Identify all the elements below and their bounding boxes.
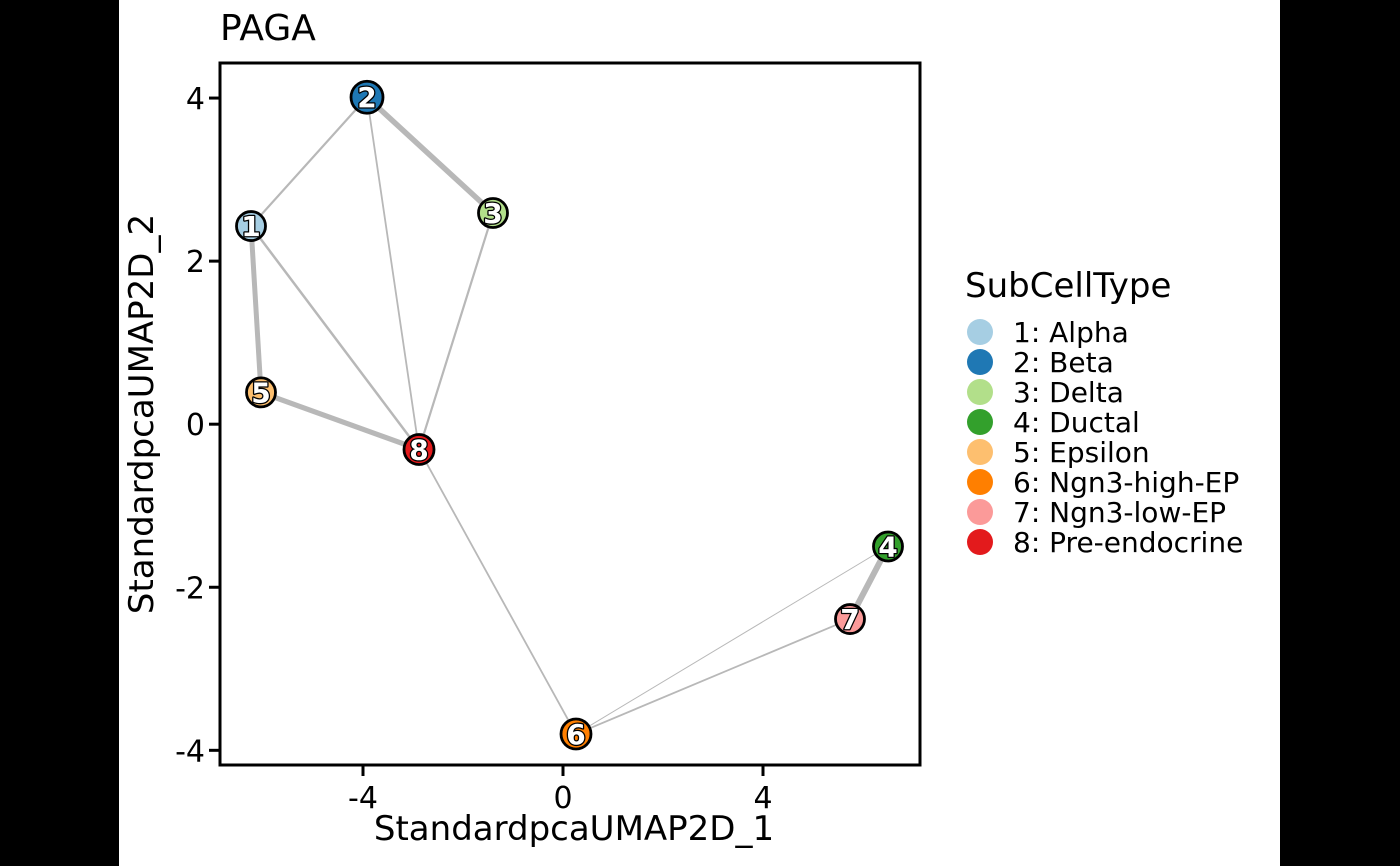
paga-node-label-3: 3 [483, 197, 502, 230]
legend-swatch-icon [967, 439, 993, 465]
paga-edge-6-8 [418, 448, 577, 735]
paga-node-4: 4 [872, 529, 904, 565]
legend-swatch-icon [967, 349, 993, 375]
paga-edge-4-6 [575, 545, 889, 735]
legend-item: 4: Ductal [965, 405, 1243, 439]
legend-item-label: 5: Epsilon [1013, 435, 1150, 469]
y-tick-label: 0 [186, 408, 205, 443]
paga-edge-1-8 [249, 224, 421, 451]
legend-swatch-icon [967, 319, 993, 345]
paga-edge-5-8 [258, 389, 422, 453]
paga-node-label-6: 6 [566, 718, 585, 751]
paga-node-circle-8 [402, 433, 436, 466]
paga-edge-1-5 [248, 223, 264, 395]
plot-frame [218, 61, 922, 767]
paga-node-circle-3 [477, 197, 509, 229]
legend-swatch-icon [967, 529, 993, 555]
legend-title: SubCellType [965, 266, 1172, 306]
paga-node-label-5: 5 [251, 376, 270, 409]
legend-item-label: 4: Ductal [1013, 405, 1140, 439]
paga-edge-6-7 [575, 618, 851, 735]
y-tick-label: 2 [186, 245, 205, 280]
legend-swatch-icon [967, 469, 993, 495]
y-tick-label: 4 [186, 82, 205, 117]
paga-edge-3-8 [417, 211, 495, 451]
paga-node-label-4: 4 [878, 530, 897, 563]
legend-item-label: 3: Delta [1013, 375, 1124, 409]
paga-node-label-2: 2 [357, 81, 376, 114]
figure-canvas: -4 0 4 4 2 0 -2 -4 1 2 3 4 5 6 7 8 PAGA StandardpcaUM… [119, 0, 1280, 866]
paga-node-3: 3 [477, 196, 509, 231]
paga-node-circle-6 [559, 717, 593, 751]
paga-node-6: 6 [559, 717, 593, 752]
x-axis-ticks: -4 0 4 [348, 765, 773, 816]
legend-items: 1: Alpha 2: Beta 3: Delta 4: Ductal 5: Epsil… [965, 315, 1244, 559]
paga-node-label-8: 8 [409, 433, 428, 466]
legend-swatch-icon [967, 379, 993, 405]
legend-item-label: 8: Pre-endocrine [1013, 525, 1244, 559]
y-tick-label: -2 [175, 571, 205, 606]
legend-item: 1: Alpha [965, 315, 1243, 349]
paga-plot: -4 0 4 4 2 0 -2 -4 1 2 3 4 5 6 7 8 PAGA StandardpcaUM… [122, 8, 922, 849]
paga-node-8: 8 [402, 432, 436, 468]
legend-item-label: 2: Beta [1013, 345, 1114, 379]
legend-item: 2: Beta [965, 345, 1243, 379]
y-axis-ticks: 4 2 0 -2 -4 [175, 82, 220, 769]
paga-node-1: 1 [235, 209, 267, 244]
paga-edge-2-3 [364, 94, 496, 216]
legend-item: 8: Pre-endocrine [965, 525, 1244, 559]
x-axis-label: StandardpcaUMAP2D_1 [374, 809, 774, 849]
paga-node-circle-1 [235, 210, 267, 242]
paga-node-circle-7 [834, 603, 866, 635]
legend-swatch-icon [967, 499, 993, 525]
legend: SubCellType 1: Alpha 2: Beta 3: Delta 4: Du… [965, 266, 1244, 559]
legend-swatch-icon [967, 409, 993, 435]
legend-item-label: 1: Alpha [1013, 315, 1129, 349]
legend-item: 6: Ngn3-high-EP [965, 465, 1243, 499]
legend-item: 7: Ngn3-low-EP [965, 495, 1243, 529]
paga-node-circle-5 [245, 376, 277, 409]
x-tick-label: 0 [553, 781, 572, 816]
paga-node-2: 2 [349, 79, 385, 116]
paga-node-label-1: 1 [241, 210, 260, 243]
plot-title: PAGA [220, 8, 316, 49]
legend-item: 5: Epsilon [965, 435, 1243, 469]
paga-node-5: 5 [245, 375, 277, 411]
paga-node-circle-4 [872, 530, 904, 563]
y-axis-label: StandardpcaUMAP2D_2 [122, 214, 162, 614]
paga-node-7: 7 [834, 602, 866, 637]
paga-node-circle-2 [349, 79, 385, 115]
edges-layer [248, 94, 891, 735]
paga-node-label-7: 7 [840, 603, 859, 636]
y-tick-label: -4 [175, 734, 205, 769]
legend-item-label: 6: Ngn3-high-EP [1013, 465, 1240, 499]
x-tick-label: 4 [753, 781, 772, 816]
paga-edge-1-2 [249, 96, 369, 228]
nodes-layer: 1 2 3 4 5 6 7 8 [235, 79, 904, 752]
legend-item-label: 7: Ngn3-low-EP [1013, 495, 1227, 529]
paga-edge-2-8 [366, 96, 420, 451]
x-tick-label: -4 [348, 781, 378, 816]
legend-item: 3: Delta [965, 375, 1243, 409]
